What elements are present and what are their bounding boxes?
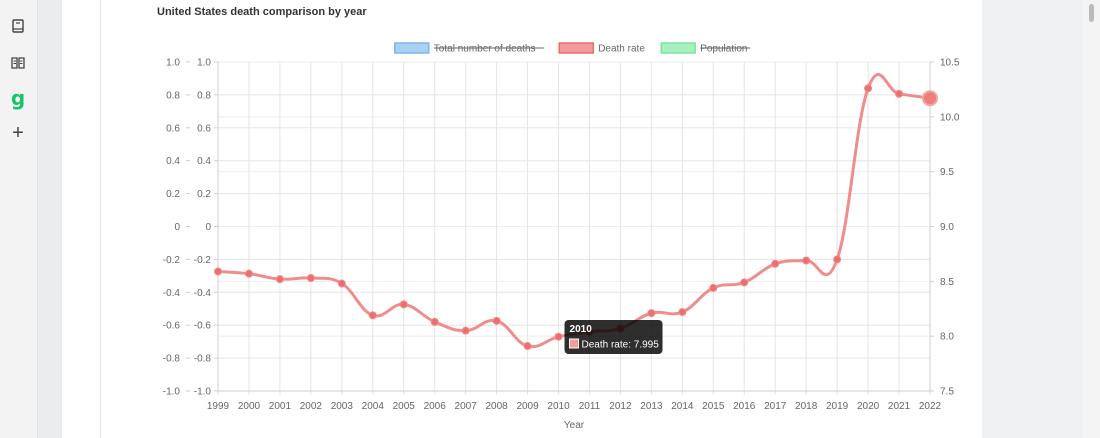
x-tick-label: 2021 <box>888 401 911 412</box>
y-left-inner-tick-label: -0.2 <box>194 255 212 266</box>
y-right-tick-label: 9.0 <box>940 222 954 233</box>
death-rate-point <box>306 274 315 283</box>
y-left-tick-label: 0.2 <box>166 189 180 200</box>
x-tick-label: 1999 <box>207 401 230 412</box>
tooltip-title: 2010 <box>570 324 593 335</box>
death-rate-point <box>771 259 780 268</box>
x-tick-label: 2019 <box>826 401 849 412</box>
x-tick-label: 2000 <box>238 401 261 412</box>
x-tick-label: 2006 <box>424 401 447 412</box>
death-rate-point <box>740 278 749 287</box>
x-tick-label: 2012 <box>609 401 632 412</box>
open-book-icon[interactable] <box>8 53 28 73</box>
y-left-inner-tick-label: 0.8 <box>197 90 211 101</box>
plus-icon[interactable]: + <box>12 122 24 144</box>
death-rate-point <box>802 256 811 265</box>
x-tick-label: 2003 <box>331 401 354 412</box>
x-tick-label: 2014 <box>671 401 694 412</box>
y-left-inner-tick-label: 0 <box>205 222 211 233</box>
death-rate-point <box>864 84 873 93</box>
death-rate-point <box>399 300 408 309</box>
x-tick-label: 2009 <box>516 401 539 412</box>
y-right-tick-label: 10.0 <box>940 112 960 123</box>
death-rate-point <box>647 309 656 318</box>
y-left-inner-tick-label: -0.8 <box>194 354 212 365</box>
death-rate-point <box>895 89 904 98</box>
death-rate-point <box>554 332 563 341</box>
scrollbar-thumb[interactable] <box>1089 4 1094 22</box>
x-tick-label: 2017 <box>764 401 787 412</box>
x-tick-label: 2018 <box>795 401 818 412</box>
death-rate-point <box>244 269 253 278</box>
death-rate-point <box>709 283 718 292</box>
legend-label: Death rate <box>598 44 645 55</box>
x-tick-label: 2016 <box>733 401 756 412</box>
x-tick-label: 2007 <box>455 401 478 412</box>
x-tick-label: 2004 <box>362 401 385 412</box>
legend-label: Total number of deaths <box>434 44 536 55</box>
y-right-tick-label: 8.0 <box>940 332 954 343</box>
x-tick-label: 2022 <box>919 401 942 412</box>
death-rate-point <box>214 267 222 276</box>
y-right-tick-label: 9.5 <box>940 167 954 178</box>
death-rate-point <box>523 342 532 351</box>
x-tick-label: 2008 <box>485 401 508 412</box>
death-rate-point <box>461 326 470 335</box>
y-left-inner-tick-label: -1.0 <box>194 387 212 398</box>
x-tick-label: 2015 <box>702 401 725 412</box>
death-rate-point <box>678 308 687 317</box>
legend-swatch <box>394 42 430 54</box>
y-left-tick-label: 0 <box>174 222 180 233</box>
legend-label: Population <box>700 44 747 55</box>
left-toolbar: g + <box>0 0 38 438</box>
death-rate-point <box>368 311 377 320</box>
death-rate-point <box>337 279 346 288</box>
right-gutter <box>982 0 1082 438</box>
y-right-tick-label: 10.5 <box>940 58 960 69</box>
y-left-inner-tick-label: 0.4 <box>197 156 211 167</box>
tooltip-label: Death rate: 7.995 <box>582 340 660 351</box>
y-left-inner-tick-label: -0.4 <box>194 288 212 299</box>
tooltip-swatch <box>569 338 580 349</box>
death-rate-point <box>492 316 501 325</box>
chart-title: United States death comparison by year <box>157 6 367 18</box>
y-left-tick-label: -0.6 <box>163 321 181 332</box>
grammarly-icon[interactable]: g <box>10 86 26 110</box>
y-left-tick-label: -1.0 <box>163 387 181 398</box>
left-gutter <box>38 0 62 438</box>
tooltip-box <box>564 320 663 354</box>
y-left-inner-tick-label: 0.2 <box>197 189 211 200</box>
vertical-scrollbar[interactable] <box>1082 0 1100 438</box>
y-left-inner-tick-label: -0.6 <box>194 321 212 332</box>
y-left-tick-label: 0.8 <box>166 90 180 101</box>
death-rate-point <box>275 275 284 284</box>
x-tick-label: 2001 <box>269 401 292 412</box>
y-left-tick-label: -0.2 <box>163 255 181 266</box>
y-left-tick-label: -0.4 <box>163 288 181 299</box>
y-right-tick-label: 7.5 <box>940 387 954 398</box>
y-left-tick-label: 0.6 <box>166 123 180 134</box>
book-icon[interactable] <box>8 16 28 36</box>
x-tick-label: 2005 <box>393 401 416 412</box>
x-tick-label: 2013 <box>640 401 663 412</box>
death-rate-point <box>833 255 842 264</box>
y-left-inner-tick-label: 0.6 <box>197 123 211 134</box>
x-tick-label: 2010 <box>547 401 570 412</box>
y-right-tick-label: 8.5 <box>940 277 954 288</box>
legend-swatch <box>660 42 696 54</box>
x-tick-label: 2002 <box>300 401 323 412</box>
y-left-tick-label: -0.8 <box>163 354 181 365</box>
x-axis-title: Year <box>564 420 585 431</box>
x-tick-label: 2020 <box>857 401 880 412</box>
active-point <box>922 90 938 107</box>
y-left-inner-tick-label: 1.0 <box>197 58 211 69</box>
death-rate-line <box>217 73 931 349</box>
y-left-tick-label: 1.0 <box>166 58 180 69</box>
death-rate-point <box>430 317 439 326</box>
legend-swatch <box>558 42 594 54</box>
x-tick-label: 2011 <box>579 401 601 412</box>
y-left-tick-label: 0.4 <box>166 156 180 167</box>
